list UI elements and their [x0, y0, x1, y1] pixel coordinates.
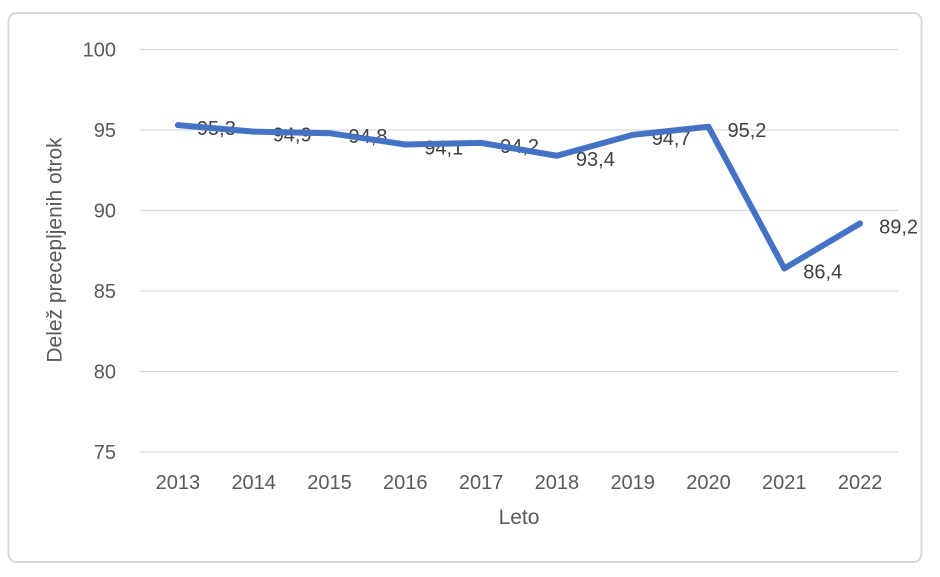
x-tick-label: 2016 [383, 472, 428, 494]
data-label: 86,4 [803, 261, 842, 283]
x-tick-label: 2020 [686, 472, 731, 494]
chart-border [7, 12, 923, 563]
x-tick-label: 2014 [231, 472, 276, 494]
x-tick-label: 2017 [459, 472, 504, 494]
y-tick-label: 80 [94, 362, 116, 384]
x-tick-label: 2022 [838, 472, 883, 494]
y-tick-label: 85 [94, 281, 116, 303]
data-label: 95,2 [728, 120, 767, 142]
x-tick-label: 2015 [307, 472, 352, 494]
y-axis-tick-labels: 75 80 85 90 95 100 [83, 40, 116, 465]
x-tick-label: 2018 [535, 472, 580, 494]
y-tick-label: 75 [94, 442, 116, 464]
x-tick-label: 2013 [156, 472, 201, 494]
x-axis-tick-labels: 2013 2014 2015 2016 2017 2018 2019 2020 2021 2022 [156, 472, 883, 494]
x-axis-title: Leto [499, 506, 540, 529]
y-tick-label: 90 [94, 201, 116, 223]
y-tick-label: 95 [94, 120, 116, 142]
y-tick-label: 100 [83, 40, 116, 62]
y-axis-title: Delež precepljenih otrok [44, 137, 67, 363]
x-tick-label: 2021 [762, 472, 807, 494]
series-line [174, 122, 864, 272]
data-label: 93,4 [576, 149, 615, 171]
data-label: 89,2 [879, 216, 918, 238]
x-tick-label: 2019 [610, 472, 655, 494]
gridlines [140, 48, 898, 453]
